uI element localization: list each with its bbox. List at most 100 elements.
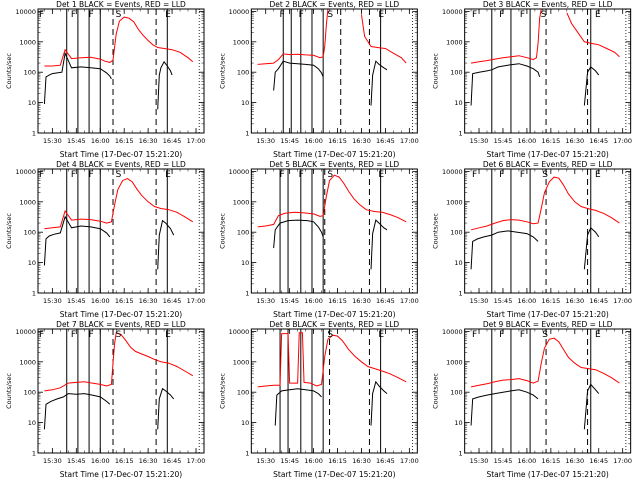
- y-tick-label: 1: [245, 130, 249, 138]
- x-tick-label: 16:30: [139, 137, 158, 145]
- x-tick-label: 16:30: [352, 457, 371, 465]
- plot-frame: [464, 328, 632, 454]
- x-tick-label: 16:00: [518, 137, 537, 145]
- y-axis-label: Counts/sec: [5, 373, 13, 409]
- events-series-line: [370, 219, 388, 270]
- events-series-line: [273, 219, 324, 249]
- interval-marker-f: F: [71, 10, 76, 20]
- x-tick-label: 16:00: [518, 457, 537, 465]
- interval-marker-s: S: [542, 330, 548, 340]
- events-series-line: [43, 393, 111, 430]
- y-tick-label: 1000: [19, 358, 36, 366]
- x-tick-label: 16:15: [115, 457, 134, 465]
- x-tick-label: 15:45: [67, 297, 86, 305]
- y-tick-label: 1: [459, 130, 463, 138]
- y-axis-label: Counts/sec: [218, 53, 226, 89]
- lld-series-line: [566, 12, 620, 58]
- interval-marker-e: E: [595, 170, 601, 180]
- detector-panel-5: Det 5 BLACK = Events, RED = LLD Counts/se…: [218, 160, 418, 319]
- y-tick-label: 100: [450, 389, 462, 397]
- x-tick-label: 16:45: [376, 137, 395, 145]
- interval-marker-f: F: [39, 330, 44, 340]
- x-tick-label: 16:15: [541, 137, 560, 145]
- x-tick-label: 17:00: [613, 137, 632, 145]
- interval-marker-f: F: [299, 10, 304, 20]
- y-tick-label: 100: [24, 389, 36, 397]
- plot-frame: [250, 168, 418, 294]
- interval-marker-e: E: [595, 330, 601, 340]
- interval-marker-f: F: [520, 10, 525, 20]
- y-axis-label: Counts/sec: [5, 53, 13, 89]
- x-tick-label: 16:15: [115, 297, 134, 305]
- x-axis-label: Start Time (17-Dec-07 15:21:20): [60, 150, 182, 159]
- x-tick-label: 16:15: [328, 297, 347, 305]
- panel-title: Det 4 BLACK = Events, RED = LLD: [56, 160, 186, 169]
- y-tick-label: 10: [241, 419, 249, 427]
- interval-marker-f: F: [71, 330, 76, 340]
- x-tick-label: 17:00: [400, 137, 419, 145]
- interval-marker-s: S: [116, 170, 122, 180]
- events-series-line: [583, 66, 600, 106]
- detector-panel-3: Det 3 BLACK = Events, RED = LLD Counts/se…: [432, 0, 632, 159]
- y-tick-label: 100: [450, 229, 462, 237]
- detector-panel-8: Det 8 BLACK = Events, RED = LLD Counts/se…: [218, 320, 418, 479]
- y-tick-label: 1: [245, 450, 249, 458]
- lld-series-line: [44, 16, 194, 67]
- x-tick-label: 16:00: [304, 457, 323, 465]
- x-tick-label: 16:00: [518, 297, 537, 305]
- events-series-line: [583, 226, 600, 270]
- y-tick-label: 1: [245, 290, 249, 298]
- y-tick-label: 100: [450, 69, 462, 77]
- x-tick-label: 16:30: [565, 297, 584, 305]
- x-tick-label: 15:30: [43, 457, 62, 465]
- x-tick-label: 16:30: [352, 137, 371, 145]
- x-tick-label: 15:30: [43, 137, 62, 145]
- y-tick-label: 10000: [442, 168, 463, 176]
- y-axis-label: Counts/sec: [218, 373, 226, 409]
- x-axis-label: Start Time (17-Dec-07 15:21:20): [486, 150, 608, 159]
- detector-panel-2: Det 2 BLACK = Events, RED = LLD Counts/se…: [218, 0, 418, 159]
- x-tick-label: 16:15: [328, 457, 347, 465]
- x-axis-label: Start Time (17-Dec-07 15:21:20): [273, 310, 395, 319]
- y-tick-label: 1000: [446, 198, 463, 206]
- interval-marker-f: F: [520, 170, 525, 180]
- interval-marker-e: E: [378, 330, 384, 340]
- x-tick-label: 16:00: [304, 137, 323, 145]
- lld-series-line: [44, 332, 194, 392]
- events-series-line: [370, 380, 388, 426]
- detector-panel-6: Det 6 BLACK = Events, RED = LLD Counts/se…: [432, 160, 632, 319]
- y-tick-label: 10000: [15, 168, 36, 176]
- y-tick-label: 10: [28, 99, 36, 107]
- x-tick-label: 16:45: [589, 297, 608, 305]
- y-tick-label: 10000: [229, 168, 250, 176]
- lld-series-line: [360, 14, 407, 64]
- y-tick-label: 1: [32, 450, 36, 458]
- y-tick-label: 10: [454, 419, 462, 427]
- interval-marker-f: F: [499, 330, 504, 340]
- x-tick-label: 17:00: [400, 297, 419, 305]
- interval-marker-f: F: [499, 170, 504, 180]
- x-tick-label: 16:15: [328, 137, 347, 145]
- x-tick-label: 16:45: [376, 457, 395, 465]
- y-tick-label: 10: [454, 259, 462, 267]
- detector-panel-4: Det 4 BLACK = Events, RED = LLD Counts/se…: [5, 160, 205, 319]
- interval-marker-s: S: [327, 330, 333, 340]
- x-axis-label: Start Time (17-Dec-07 15:21:20): [486, 310, 608, 319]
- panel-title: Det 9 BLACK = Events, RED = LLD: [483, 320, 613, 329]
- interval-marker-f: F: [472, 170, 477, 180]
- interval-marker-f: F: [39, 10, 44, 20]
- lld-series-line: [470, 9, 542, 64]
- y-tick-label: 100: [237, 229, 249, 237]
- x-axis-label: Start Time (17-Dec-07 15:21:20): [273, 150, 395, 159]
- y-tick-label: 1: [459, 290, 463, 298]
- y-tick-label: 10: [28, 419, 36, 427]
- interval-marker-s: S: [327, 10, 333, 20]
- interval-marker-e: E: [595, 10, 601, 20]
- x-tick-label: 16:45: [163, 457, 182, 465]
- interval-marker-s: S: [542, 170, 548, 180]
- interval-marker-f: F: [279, 170, 284, 180]
- interval-marker-f: F: [499, 10, 504, 20]
- interval-marker-f: F: [472, 10, 477, 20]
- y-tick-label: 1000: [19, 38, 36, 46]
